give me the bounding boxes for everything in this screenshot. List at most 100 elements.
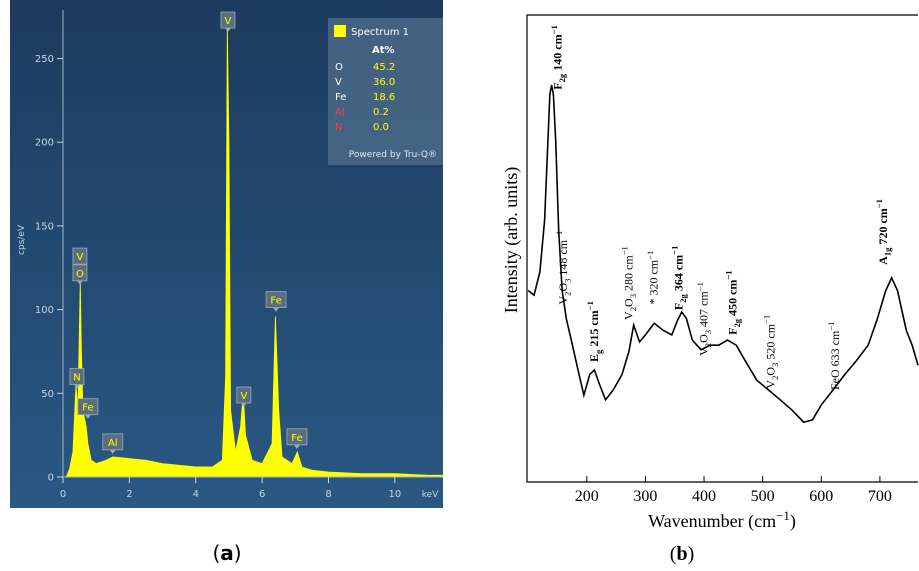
x-tick-label: 8 [325,489,331,500]
text-part: 3 [770,363,780,367]
text-part: 2 [770,376,780,380]
peak-annotation: F2g 364 cm−1 [670,246,688,311]
text-part: 2g [732,318,742,327]
panel-label: (b) [670,543,694,565]
x-tick-label: 6 [259,489,265,500]
panel-label: (a) [212,541,241,565]
peak-tag-pointer [109,449,116,454]
raman-line [527,84,919,424]
text-part: 280 cm [622,255,636,294]
text-part: −1 [554,231,564,240]
text-part: 140 cm [551,34,565,73]
peak-tag-label: O [76,269,84,280]
peak-annotation: * 320 cm−1 [645,251,661,305]
text-part: −1 [645,251,655,260]
legend-value: 45.2 [373,62,395,73]
text-part: −1 [620,246,630,255]
text-part: ) [234,541,242,565]
peak-annotation: V2O3 407 cm−1 [695,282,713,356]
text-part: Wavenumber (cm [648,511,776,532]
text-part: 2 [562,292,572,296]
text-part: 148 cm [556,239,570,278]
text-part: E [587,354,601,362]
text-part: 3 [562,279,572,283]
x-tick-label: 300 [633,488,657,505]
text-part: V [622,311,636,320]
peak-annotation: V2O3 520 cm−1 [762,315,780,389]
legend-element: Al [335,107,345,118]
y-tick-label: 0 [48,473,54,484]
y-axis-label: Intensity (arb. units) [501,167,522,313]
peak-tag-pointer [76,280,83,285]
text-part: 520 cm [763,323,777,362]
y-tick-label: 200 [35,138,54,149]
text-part: 2g [678,293,688,302]
peak-annotation: F2g 140 cm−1 [549,25,567,90]
peak-tag-pointer [224,28,231,33]
y-tick-label: 50 [41,389,54,400]
text-part: 450 cm [725,280,739,319]
peak-tag-label: Fe [291,433,302,444]
peak-annotation: Eg 215 cm−1 [585,301,603,362]
x-tick-label: 4 [193,489,199,500]
text-part: 1g [883,247,893,256]
text-part: A [876,256,890,265]
text-part: O [697,334,711,343]
x-tick-label: 400 [692,488,716,505]
y-axis-label: cps/eV [17,224,27,255]
y-tick-label: 250 [35,54,54,65]
x-tick-label: 200 [575,488,599,505]
legend-box [328,18,443,165]
x-tick-label: 0 [60,489,66,500]
text-part: −1 [670,246,680,255]
text-part: F [551,82,565,89]
x-tick-label: 600 [809,488,833,505]
legend-value: 0.2 [373,107,389,118]
text-part: −1 [776,508,790,523]
legend-footer: Powered by Tru-Q® [349,150,437,160]
peak-annotation: V2O3 148 cm−1 [554,231,572,305]
legend-header: At% [372,45,395,56]
peak-tag-label: Al [108,438,118,449]
text-part: F [725,328,739,335]
text-part: ( [212,541,220,565]
legend-title: Spectrum 1 [351,27,409,38]
x-tick-label: 700 [868,488,892,505]
peak-annotation: FeO 633 cm−1 [826,321,842,390]
y-tick-label: 100 [35,305,54,316]
text-part: g [594,349,604,354]
text-part: 2 [628,307,638,311]
peak-tag-label: V [240,391,247,402]
peak-tag-pointer [84,414,91,419]
text-part: 3 [628,294,638,298]
x-tick-label: 2 [126,489,132,500]
peak-tag-pointer [293,444,300,449]
text-part: 3 [703,330,713,334]
text-part: −1 [585,301,595,310]
text-part: 215 cm [587,310,601,349]
text-part: 720 cm [876,208,890,247]
text-part: 2g [557,73,567,82]
peak-annotation: A1g 720 cm−1 [874,199,892,265]
peak-tag-pointer [240,402,247,407]
text-part: V [697,347,711,356]
text-part: −1 [695,282,705,291]
legend-value: 18.6 [373,92,395,103]
x-tick-label: 500 [751,488,775,505]
text-part: a [220,541,234,565]
text-part: O [622,298,636,307]
text-part: O [556,283,570,292]
legend-element: N [335,122,342,133]
peak-tag-label: N [73,373,80,384]
peak-tag-pointer [273,307,280,312]
text-part: −1 [549,25,559,34]
peak-tag-label: V [77,252,84,263]
text-part: 407 cm [697,291,711,330]
text-part: ) [790,511,796,532]
text-part: * 320 cm [647,259,661,304]
peak-tag-label: Fe [82,403,93,414]
legend-element: O [335,62,343,73]
